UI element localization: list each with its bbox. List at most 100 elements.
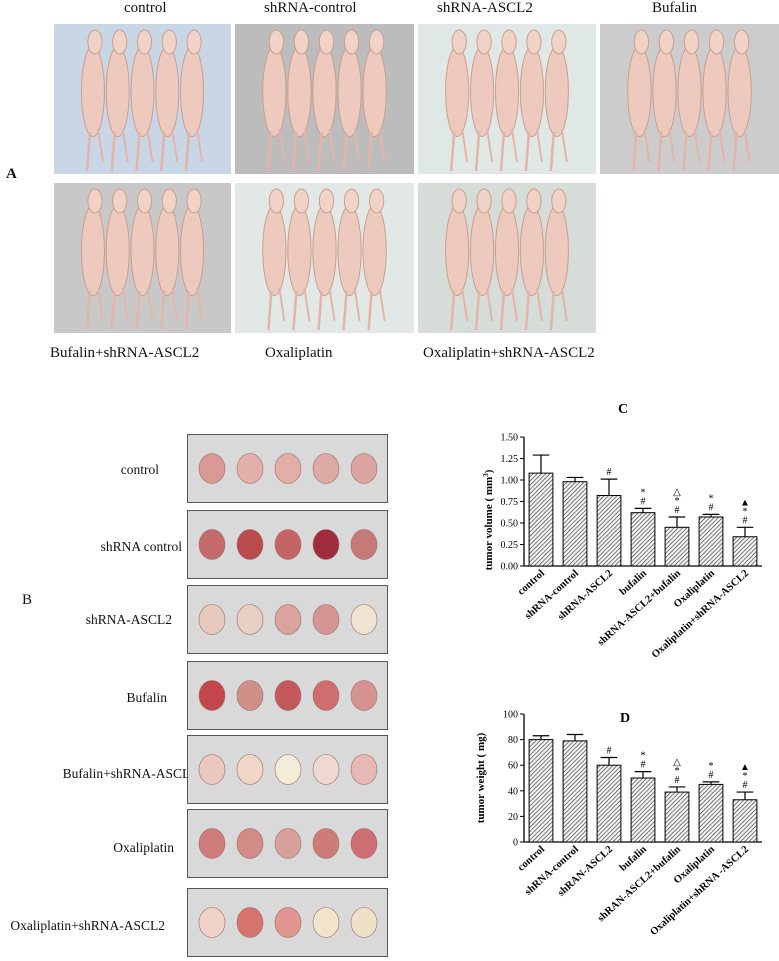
tumor-specimen — [312, 828, 340, 859]
tumor-row-label-shrna-control: shRNA control — [100, 539, 182, 554]
significance-mark: * — [709, 493, 714, 504]
tumor-specimen — [274, 907, 302, 938]
group-label-bufalin-shrna-ascl2: Bufalin+shRNA-ASCL2 — [50, 345, 200, 361]
bar — [528, 472, 554, 567]
bar — [698, 783, 724, 843]
tumor-specimen — [198, 828, 226, 859]
tumor-specimen — [198, 453, 226, 484]
significance-mark: # — [709, 502, 714, 513]
tumor-photo-row — [187, 888, 388, 957]
bar — [698, 516, 724, 567]
significance-mark: * — [709, 761, 714, 772]
tumor-specimen — [350, 529, 378, 560]
mouse-figure — [494, 188, 520, 331]
tumor-row-label-control: control — [120, 462, 159, 477]
significance-mark: * — [675, 766, 680, 777]
mouse-figure — [287, 29, 312, 172]
chart-c-ylabel: tumor volume ( mm3) — [482, 469, 495, 570]
tumor-specimen — [236, 754, 264, 785]
y-tick-label: 1.50 — [501, 433, 519, 444]
mouse-photo — [235, 183, 414, 333]
y-tick-label: 80 — [508, 735, 518, 746]
tumor-photo-row — [187, 510, 388, 579]
significance-mark: # — [641, 496, 646, 507]
tumor-specimen — [312, 529, 340, 560]
tumor-specimen — [274, 754, 302, 785]
mouse-figure — [470, 188, 495, 331]
group-label-oxaliplatin-shrna-ascl2: Oxaliplatin+shRNA-ASCL2 — [423, 345, 595, 361]
mouse-figure — [445, 188, 470, 331]
chart-d-letter: D — [620, 711, 630, 726]
tumor-specimen — [350, 907, 378, 938]
mouse-figure — [445, 29, 470, 172]
bar — [732, 536, 758, 567]
group-label-oxaliplatin: Oxaliplatin — [265, 345, 333, 361]
tumor-specimen — [236, 828, 264, 859]
mouse-figure — [312, 29, 337, 172]
y-tick-label: 1.00 — [501, 476, 519, 487]
significance-mark: # — [675, 505, 680, 516]
mouse-figure — [677, 29, 702, 172]
mouse-figure — [180, 188, 205, 331]
tumor-specimen — [274, 828, 302, 859]
bar — [528, 739, 554, 843]
mouse-figure — [337, 188, 362, 331]
chart-d-tumor-weight: D tumor weight ( mg) 0 20 40 60 80 100 control… — [475, 710, 762, 938]
y-tick-label: 0 — [513, 838, 518, 849]
tumor-specimen — [236, 453, 264, 484]
mouse-figure — [362, 29, 387, 172]
significance-mark: # — [709, 770, 714, 781]
tumor-row-label-bufalin-shrna-ascl2: Bufalin+shRNA-ASCL2 — [62, 766, 197, 781]
mouse-figure — [312, 188, 337, 331]
tumor-row-label-bufalin: Bufalin — [126, 690, 168, 705]
bar — [664, 791, 690, 843]
mouse-figure — [80, 188, 105, 331]
significance-mark: * — [743, 771, 748, 782]
bar — [630, 777, 656, 843]
bar — [596, 494, 622, 567]
significance-mark: * — [641, 751, 646, 762]
tumor-specimen — [274, 680, 302, 711]
mouse-figure — [627, 29, 652, 172]
mouse-figure — [262, 188, 287, 331]
mouse-figure — [652, 29, 677, 172]
mouse-figure — [80, 29, 105, 172]
y-tick-label: 0.25 — [501, 540, 519, 551]
tumor-specimen — [236, 680, 264, 711]
mouse-figure — [544, 188, 569, 331]
mouse-figure — [130, 29, 155, 172]
mouse-figure — [155, 188, 180, 331]
mouse-figure — [519, 188, 544, 331]
significance-mark: ▲ — [740, 762, 750, 773]
chart-d-plot-area: 020406080100controlshRNA-control#shRAN-A… — [503, 710, 762, 938]
tumor-specimen — [312, 680, 340, 711]
significance-mark: ▲ — [740, 497, 750, 508]
mouse-figure — [287, 188, 312, 331]
tumor-photo-row — [187, 585, 388, 654]
y-tick-label: 60 — [508, 761, 518, 772]
tumor-specimen — [312, 453, 340, 484]
mouse-figure — [494, 29, 520, 172]
tumor-specimen — [312, 754, 340, 785]
tumor-specimen — [236, 907, 264, 938]
y-tick-label: 20 — [508, 812, 518, 823]
significance-mark: # — [641, 760, 646, 771]
mouse-photo — [54, 183, 231, 333]
y-tick-label: 0.00 — [501, 562, 519, 573]
bar — [596, 764, 622, 843]
tumor-specimen — [198, 754, 226, 785]
significance-mark: * — [675, 496, 680, 507]
y-tick-label: 100 — [503, 710, 518, 721]
mouse-photo — [235, 24, 414, 174]
tumor-specimen — [350, 828, 378, 859]
tumor-specimen — [312, 907, 340, 938]
category-label: bufalin — [618, 844, 649, 874]
tumor-photo-row — [187, 661, 388, 730]
significance-mark: * — [743, 506, 748, 517]
tumor-row-label-oxaliplatin-shrna-ascl2: Oxaliplatin+shRNA-ASCL2 — [10, 918, 165, 933]
tumor-specimen — [274, 604, 302, 635]
group-label-bufalin: Bufalin — [652, 0, 697, 16]
chart-c-letter: C — [618, 402, 628, 417]
mouse-figure — [105, 188, 130, 331]
y-tick-label: 0.50 — [501, 519, 519, 530]
